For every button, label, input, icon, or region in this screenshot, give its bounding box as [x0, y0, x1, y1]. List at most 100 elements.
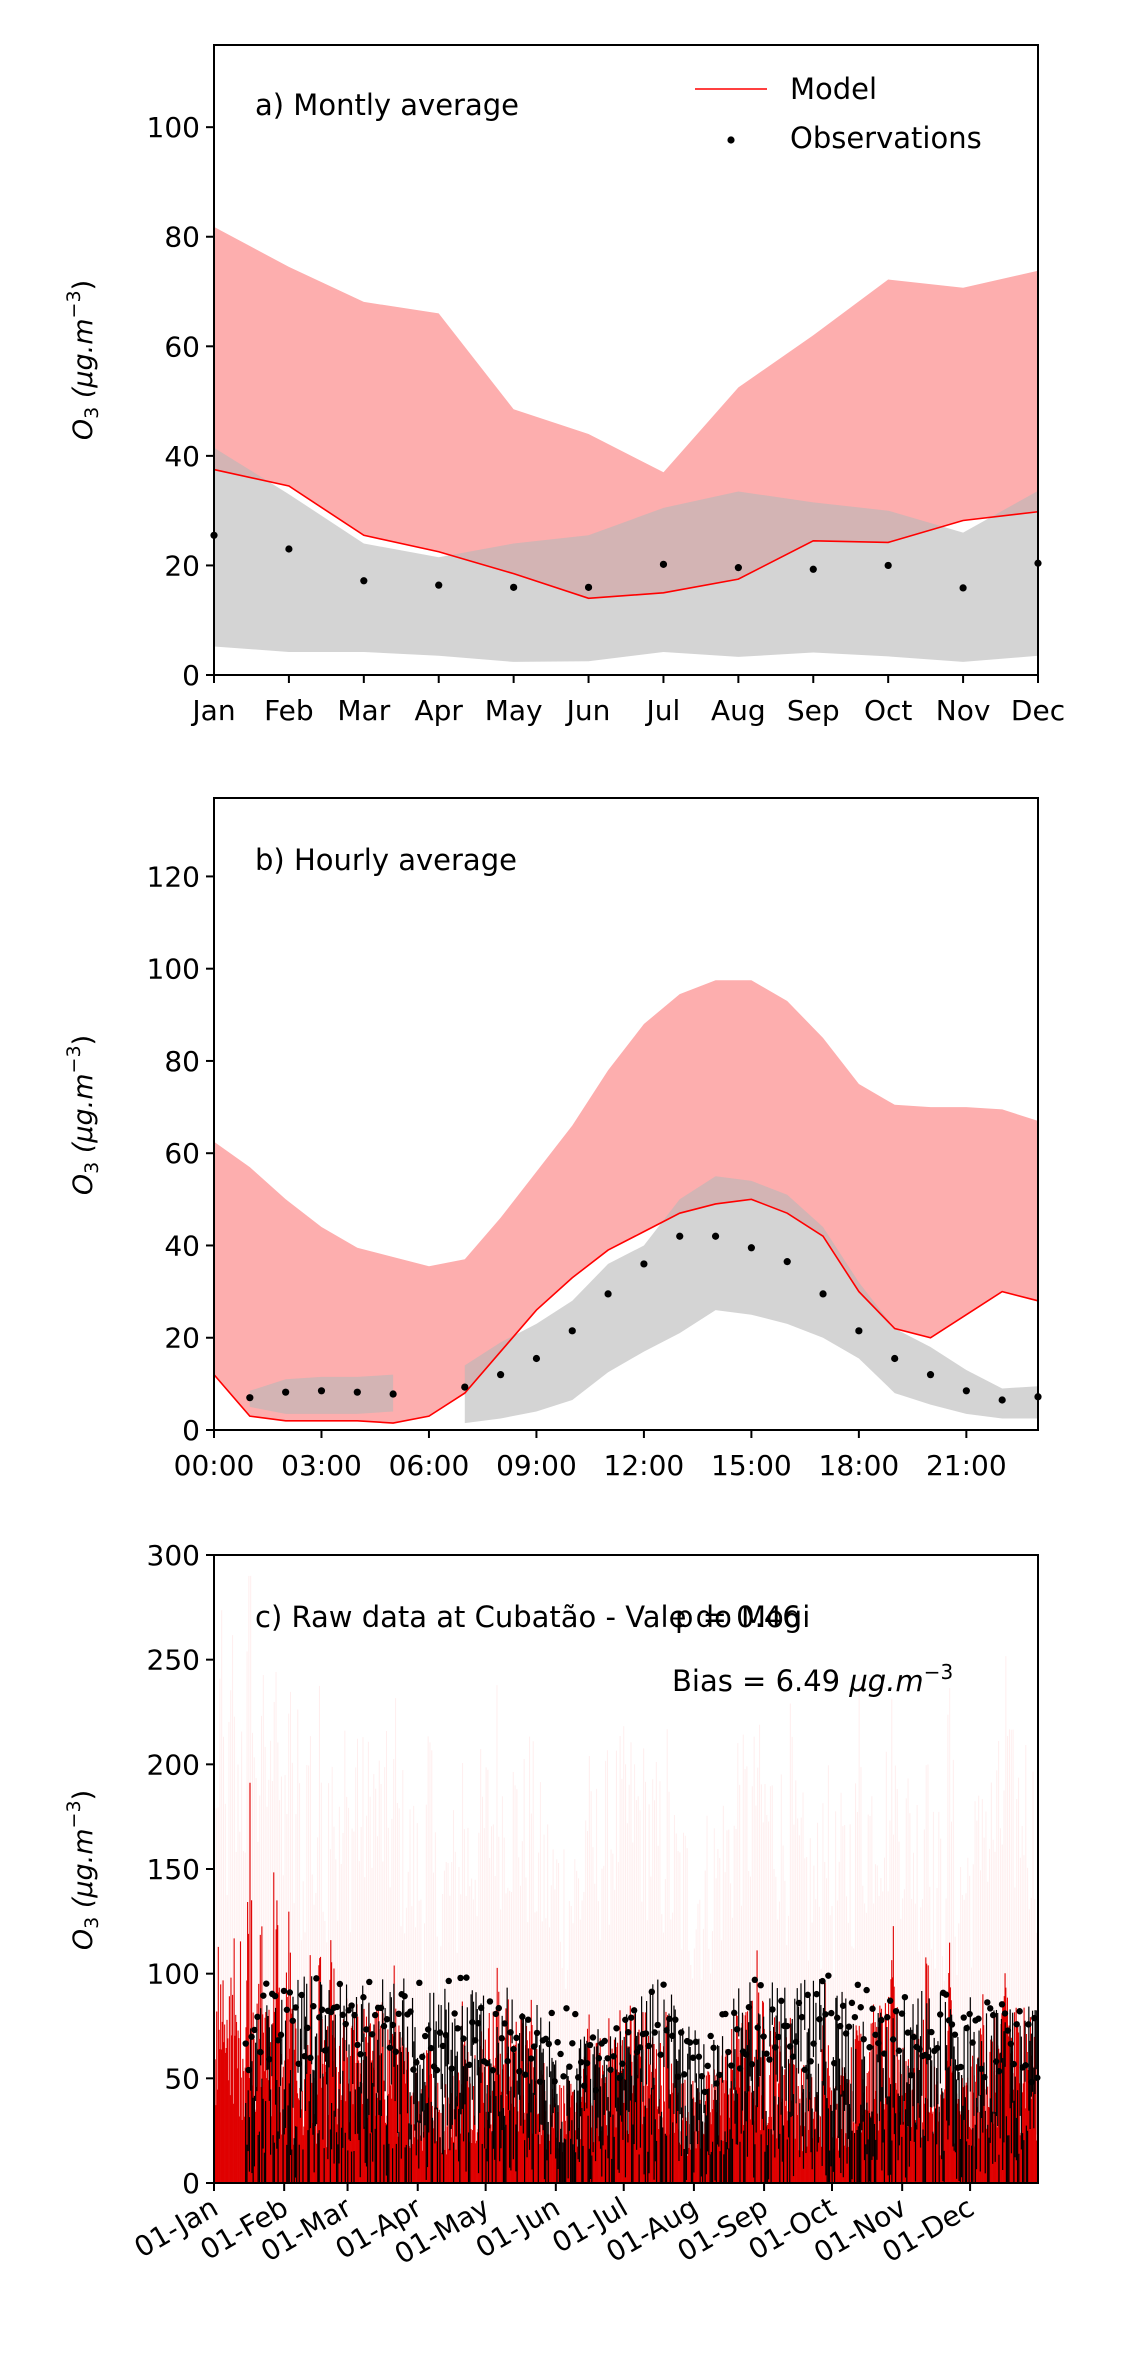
x-tick-label: Jan: [190, 694, 235, 727]
observation-point: [410, 2066, 417, 2073]
observation-point: [745, 2003, 753, 2011]
observation-point: [783, 2022, 791, 2030]
observation-point: [498, 2035, 505, 2042]
observation-point: [383, 2016, 391, 2023]
observation-point: [454, 2025, 461, 2032]
observation-point: [286, 1989, 294, 1996]
observation-point: [801, 2066, 809, 2073]
observation-point: [854, 1981, 862, 1989]
observation-point: [630, 2007, 638, 2014]
y-label-exponent: −3: [63, 290, 85, 318]
observation-point: [960, 2014, 967, 2021]
observation-point: [926, 1371, 935, 1379]
legend-model-label: Model: [790, 72, 877, 106]
bias-value: Bias = 6.49: [672, 1664, 849, 1698]
observation-point: [507, 2029, 514, 2036]
observation-point: [891, 1354, 899, 1363]
observation-point: [984, 1999, 991, 2006]
observation-point: [504, 2057, 511, 2065]
observation-point: [822, 2011, 829, 2018]
observation-point: [860, 2035, 867, 2043]
observation-point: [251, 2026, 258, 2034]
observation-point: [707, 2032, 714, 2040]
observation-point: [557, 2050, 564, 2058]
correlation-text: p = 0.46: [675, 1600, 801, 1634]
observation-point: [678, 2029, 685, 2036]
observation-point: [981, 2073, 988, 2081]
observation-point: [371, 2011, 379, 2019]
x-tick-label: Feb: [264, 694, 314, 727]
observation-point: [301, 2053, 308, 2060]
y-label-subscript: 3: [81, 1162, 103, 1174]
observation-point: [477, 2004, 485, 2012]
observation-point: [595, 2054, 603, 2062]
observation-point: [307, 2054, 314, 2062]
y-label-close: ): [68, 1790, 99, 1801]
observation-point: [713, 2080, 720, 2087]
observation-point: [904, 2029, 912, 2036]
observation-point: [963, 2024, 970, 2032]
panel-c-raw: 05010015020025030001-Jan01-Feb01-Mar01-A…: [63, 1539, 1041, 2271]
observation-point: [313, 1975, 320, 1982]
observation-point: [435, 581, 443, 589]
observation-point: [928, 2028, 935, 2036]
observation-point: [957, 2063, 965, 2071]
observation-point: [769, 2006, 776, 2013]
observation-point: [869, 2005, 876, 2012]
y-tick-label: 20: [164, 1322, 200, 1355]
observation-point: [934, 2044, 941, 2052]
observation-point: [607, 2066, 614, 2073]
panel-label: a) Montly average: [255, 88, 519, 122]
y-axis-label: O3 (μg.m−3): [63, 280, 103, 440]
observation-point: [636, 2044, 644, 2051]
y-label-exponent: −3: [63, 1800, 85, 1828]
observation-point: [616, 2074, 623, 2082]
observation-point: [987, 2005, 994, 2012]
observation-point: [366, 1978, 373, 1986]
observation-point: [392, 2048, 399, 2055]
observation-point: [783, 1258, 791, 1266]
observation-point: [763, 2050, 770, 2057]
observation-point: [589, 2034, 597, 2041]
observation-point: [242, 2040, 249, 2047]
observation-point: [711, 1232, 720, 1240]
observation-point: [659, 560, 668, 568]
observation-point: [704, 2062, 711, 2070]
observation-point: [386, 2044, 394, 2051]
observation-point: [716, 2071, 723, 2079]
observation-point: [810, 2040, 817, 2047]
observation-point: [389, 2021, 397, 2029]
observation-point: [433, 2066, 441, 2074]
observation-point: [530, 2043, 538, 2050]
observation-point: [747, 1244, 755, 1252]
observation-point: [283, 2006, 291, 2013]
observation-series: [245, 1976, 1039, 2183]
observation-point: [566, 2063, 573, 2070]
y-label-main: O: [68, 419, 99, 440]
observation-point: [789, 2053, 797, 2060]
observation-point: [601, 2037, 608, 2045]
observation-point: [998, 1396, 1006, 1404]
observation-point: [836, 2022, 844, 2030]
observation-point: [895, 2047, 903, 2054]
observation-point: [937, 2011, 944, 2018]
observation-point: [625, 2029, 632, 2036]
observation-point: [336, 1980, 344, 1988]
x-tick-label: Oct: [864, 694, 912, 727]
observation-point: [495, 2004, 502, 2012]
observation-point: [554, 2039, 561, 2046]
observation-point: [510, 2045, 517, 2053]
legend-observations-label: Observations: [790, 121, 982, 155]
observation-point: [760, 2033, 767, 2040]
observation-point: [439, 2042, 447, 2050]
y-label-close: ): [68, 1035, 99, 1046]
observation-point: [542, 2035, 550, 2043]
observation-point: [445, 1977, 452, 1985]
x-tick-label: 00:00: [174, 1449, 255, 1482]
observation-point: [892, 2007, 900, 2015]
observation-point: [316, 2014, 323, 2021]
observation-point: [978, 2065, 985, 2073]
observation-point: [733, 2026, 741, 2033]
observation-point: [422, 2032, 429, 2040]
observation-point: [851, 2013, 859, 2021]
